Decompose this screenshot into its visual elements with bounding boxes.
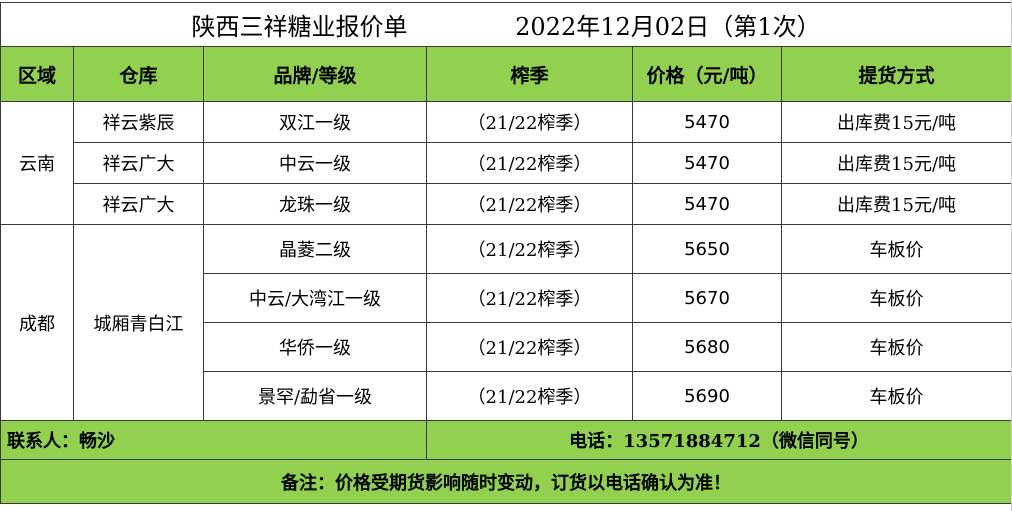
- season-cell: （21/22榨季）: [426, 224, 633, 274]
- note-row: 备注：价格受期货影响随时变动，订货以电话确认为准！: [0, 459, 1012, 504]
- brand-cell: 华侨一级: [203, 322, 427, 372]
- header-price: 价格（元/吨）: [632, 46, 782, 102]
- price-cell: 5470: [632, 101, 782, 143]
- title-cell: 陕西三祥糖业报价单 2022年12月02日（第1次）: [0, 2, 1012, 47]
- title-row: 陕西三祥糖业报价单 2022年12月02日（第1次）: [0, 2, 1012, 47]
- header-season: 榨季: [426, 46, 633, 102]
- header-region: 区域: [0, 46, 74, 102]
- delivery-cell: 出库费15元/吨: [780, 142, 1012, 184]
- sheet-date: 2022年12月02日（第1次）: [515, 13, 821, 41]
- delivery-cell: 车板价: [780, 371, 1012, 421]
- delivery-cell: 车板价: [780, 273, 1012, 323]
- warehouse-cell-chengdu: 城厢青白江: [73, 224, 204, 421]
- season-cell: （21/22榨季）: [426, 371, 633, 421]
- price-cell: 5470: [632, 142, 782, 184]
- delivery-cell: 出库费15元/吨: [780, 183, 1012, 225]
- brand-cell: 中云一级: [203, 142, 427, 184]
- brand-cell: 龙珠一级: [203, 183, 427, 225]
- header-brand: 品牌/等级: [203, 46, 427, 102]
- table-row: 华侨一级 （21/22榨季） 5680 车板价: [1, 322, 1012, 372]
- table-row: 祥云广大 中云一级 （21/22榨季） 5470 出库费15元/吨: [1, 142, 1012, 184]
- table-row: 景罕/勐省一级 （21/22榨季） 5690 车板价: [1, 371, 1012, 421]
- delivery-cell: 出库费15元/吨: [780, 101, 1012, 143]
- contact-row: 联系人：畅沙 电话：13571884712（微信同号）: [0, 420, 1012, 460]
- header-row: 区域 仓库 品牌/等级 榨季 价格（元/吨） 提货方式: [0, 46, 1012, 102]
- season-cell: （21/22榨季）: [426, 101, 633, 143]
- table-row: 云南 祥云紫辰 双江一级 （21/22榨季） 5470 出库费15元/吨: [0, 101, 1012, 225]
- delivery-cell: 车板价: [780, 224, 1012, 274]
- header-delivery: 提货方式: [780, 46, 1012, 102]
- season-cell: （21/22榨季）: [426, 322, 633, 372]
- region-cell-yunnan: 云南: [0, 101, 74, 225]
- season-cell: （21/22榨季）: [426, 183, 633, 225]
- price-cell: 5690: [632, 371, 782, 421]
- brand-cell: 双江一级: [203, 101, 427, 143]
- warehouse-cell: 祥云广大: [73, 142, 204, 184]
- table-row: 成都 城厢青白江 晶菱二级 （21/22榨季） 5650 车板价: [0, 224, 1012, 421]
- sheet-title: 陕西三祥糖业报价单: [191, 13, 408, 41]
- season-cell: （21/22榨季）: [426, 273, 633, 323]
- price-cell: 5680: [632, 322, 782, 372]
- warehouse-cell: 祥云紫辰: [73, 101, 204, 143]
- header-warehouse: 仓库: [73, 46, 204, 102]
- brand-cell: 景罕/勐省一级: [203, 371, 427, 421]
- contact-person: 联系人：畅沙: [0, 420, 427, 460]
- delivery-cell: 车板价: [780, 322, 1012, 372]
- brand-cell: 中云/大湾江一级: [203, 273, 427, 323]
- region-cell-chengdu: 成都: [0, 224, 74, 421]
- contact-phone: 电话：13571884712（微信同号）: [425, 420, 1012, 460]
- price-cell: 5470: [632, 183, 782, 225]
- table-row: 中云/大湾江一级 （21/22榨季） 5670 车板价: [1, 273, 1012, 323]
- price-cell: 5670: [632, 273, 782, 323]
- table-row: 祥云广大 龙珠一级 （21/22榨季） 5470 出库费15元/吨: [1, 183, 1012, 225]
- remark-note: 备注：价格受期货影响随时变动，订货以电话确认为准！: [0, 459, 1012, 504]
- price-cell: 5650: [632, 224, 782, 274]
- brand-cell: 晶菱二级: [203, 224, 427, 274]
- season-cell: （21/22榨季）: [426, 142, 633, 184]
- warehouse-cell: 祥云广大: [73, 183, 204, 225]
